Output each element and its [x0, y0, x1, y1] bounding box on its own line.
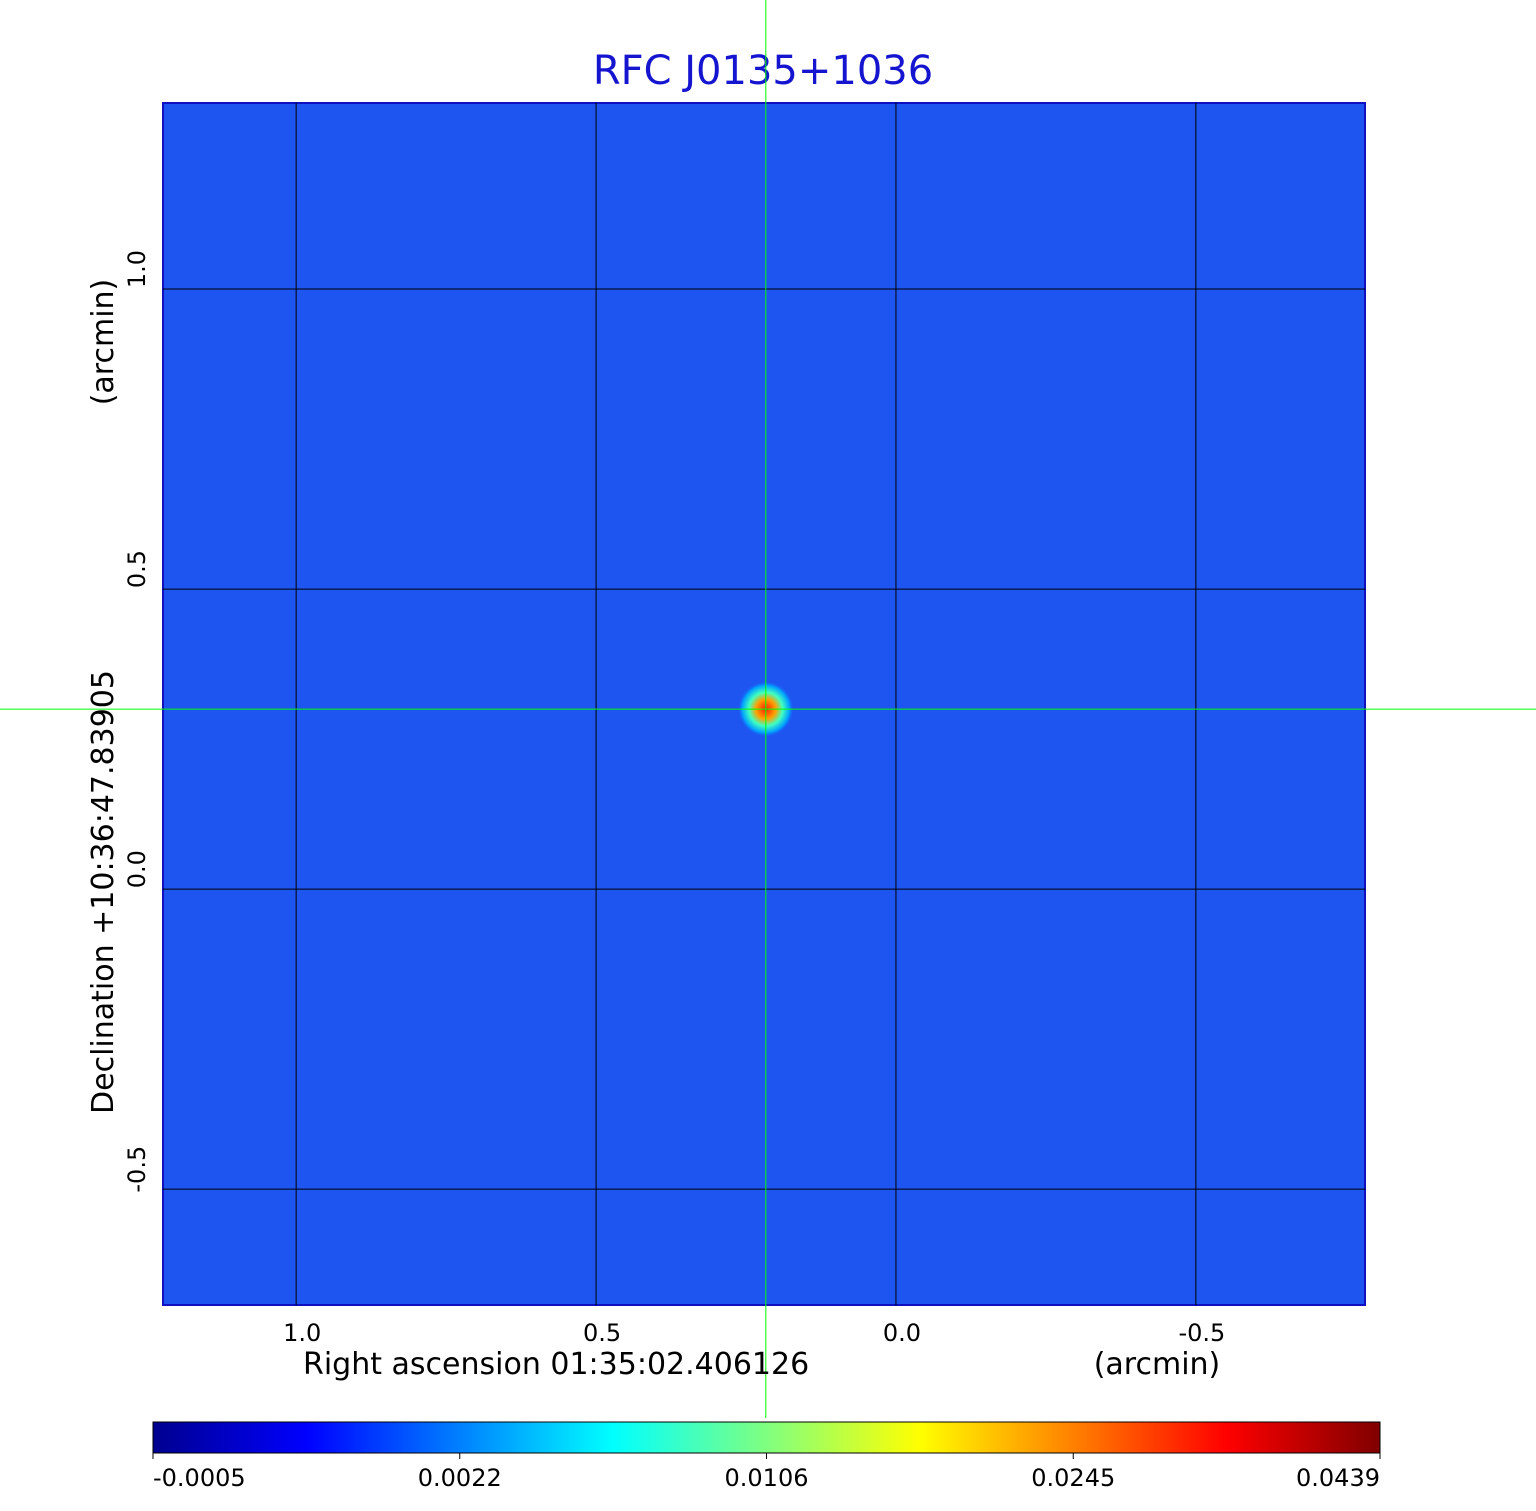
y-axis-unit: (arcmin): [86, 279, 121, 406]
x-tick-label: 0.0: [883, 1319, 921, 1347]
y-tick-label: 0.0: [123, 850, 151, 888]
x-axis-unit: (arcmin): [1094, 1347, 1221, 1382]
y-tick-label: 0.5: [123, 550, 151, 588]
colorbar-tick-label: -0.0005: [153, 1464, 246, 1492]
colorbar-tick-label: 0.0022: [418, 1464, 502, 1492]
colorbar-tick-label: 0.0106: [725, 1464, 809, 1492]
x-tick-label: 0.5: [583, 1319, 621, 1347]
chart-title: RFC J0135+1036: [593, 48, 933, 94]
y-tick-label: -0.5: [123, 1146, 151, 1193]
y-axis-label: Declination +10:36:47.83905: [86, 670, 121, 1114]
x-tick-label: -0.5: [1178, 1319, 1225, 1347]
y-tick-label: 1.0: [123, 250, 151, 288]
colorbar-tick-label: 0.0439: [1296, 1464, 1380, 1492]
colorbar: [152, 1421, 1381, 1454]
colorbar-tick-label: 0.0245: [1031, 1464, 1115, 1492]
x-axis-label: Right ascension 01:35:02.406126: [303, 1347, 809, 1382]
x-tick-label: 1.0: [283, 1319, 321, 1347]
